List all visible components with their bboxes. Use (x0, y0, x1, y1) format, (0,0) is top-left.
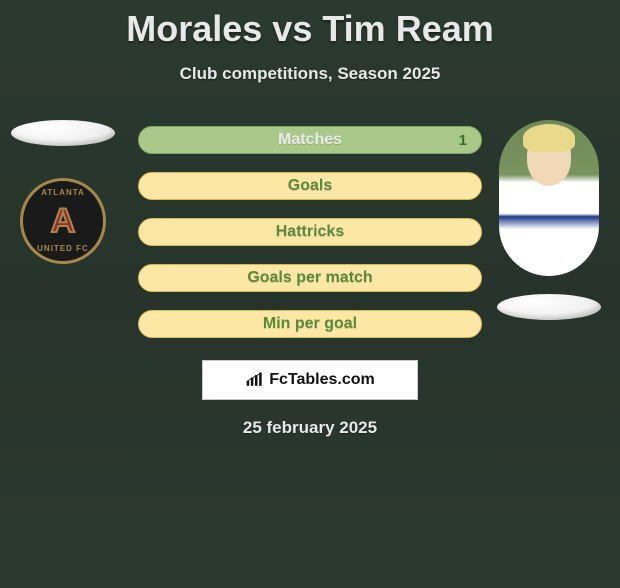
right-player-placeholder-oval (497, 294, 601, 320)
date-text: 25 february 2025 (0, 418, 620, 438)
team-logo-text-bottom: UNITED FC (37, 244, 89, 253)
left-team-logo: ATLANTA A UNITED FC (20, 178, 106, 264)
stat-bar: Min per goal (138, 310, 482, 338)
team-logo-glyph: A (51, 204, 76, 238)
right-player-photo (499, 120, 599, 276)
stat-bar: Goals per match (138, 264, 482, 292)
page-subtitle: Club competitions, Season 2025 (0, 64, 620, 84)
right-player-column (494, 120, 604, 320)
page-title: Morales vs Tim Ream (0, 8, 620, 50)
left-player-column: ATLANTA A UNITED FC (8, 120, 118, 264)
stat-bar: Matches 1 (138, 126, 482, 154)
bar-chart-icon (245, 372, 265, 388)
footer-brand-badge: FcTables.com (202, 360, 418, 400)
stat-label: Hattricks (276, 223, 344, 241)
stat-label: Goals (288, 177, 332, 195)
stat-bar: Hattricks (138, 218, 482, 246)
footer-brand-text: FcTables.com (269, 371, 375, 389)
stat-label: Min per goal (263, 315, 357, 333)
team-logo-text-top: ATLANTA (41, 188, 85, 197)
left-player-placeholder-oval (11, 120, 115, 146)
stat-label: Goals per match (247, 269, 372, 287)
stat-label: Matches (278, 131, 342, 149)
stat-right-value: 1 (459, 132, 467, 149)
comparison-content: ATLANTA A UNITED FC Matches 1 Goals Hattric… (0, 126, 620, 338)
stat-bars: Matches 1 Goals Hattricks Goals per match Min… (138, 126, 482, 338)
stat-bar: Goals (138, 172, 482, 200)
